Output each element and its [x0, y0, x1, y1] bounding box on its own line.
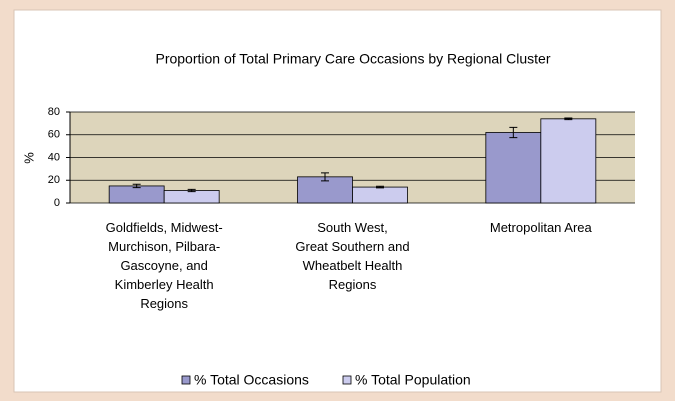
y-tick-label: 0 — [54, 197, 60, 209]
legend-label: % Total Occasions — [194, 372, 309, 388]
bar — [108, 185, 165, 204]
x-tick-label: Metropolitan Area — [490, 220, 593, 235]
bar — [352, 186, 408, 204]
error-bar — [321, 172, 329, 182]
error-bar — [132, 183, 141, 189]
x-tick-label: South West, Great Southern and Wheatbelt H… — [295, 220, 409, 292]
legend-label: % Total Population — [355, 372, 471, 388]
y-tick-label: 80 — [48, 106, 60, 118]
error-bar — [564, 117, 573, 121]
legend-swatch — [342, 375, 352, 385]
error-bar — [187, 188, 196, 193]
legend-swatch — [181, 375, 191, 385]
bar — [485, 132, 542, 204]
y-axis-label: % — [21, 152, 36, 164]
y-tick-label: 40 — [48, 151, 60, 163]
bar — [163, 190, 220, 204]
y-tick-label: 60 — [48, 129, 60, 141]
bar — [540, 118, 597, 204]
error-bar — [509, 126, 518, 139]
x-tick-label: Goldfields, Midwest-Murchison, Pilbara-G… — [106, 220, 223, 311]
chart-title: Proportion of Total Primary Care Occasio… — [155, 51, 550, 67]
y-tick-label: 20 — [48, 174, 60, 186]
error-bar — [376, 185, 384, 189]
